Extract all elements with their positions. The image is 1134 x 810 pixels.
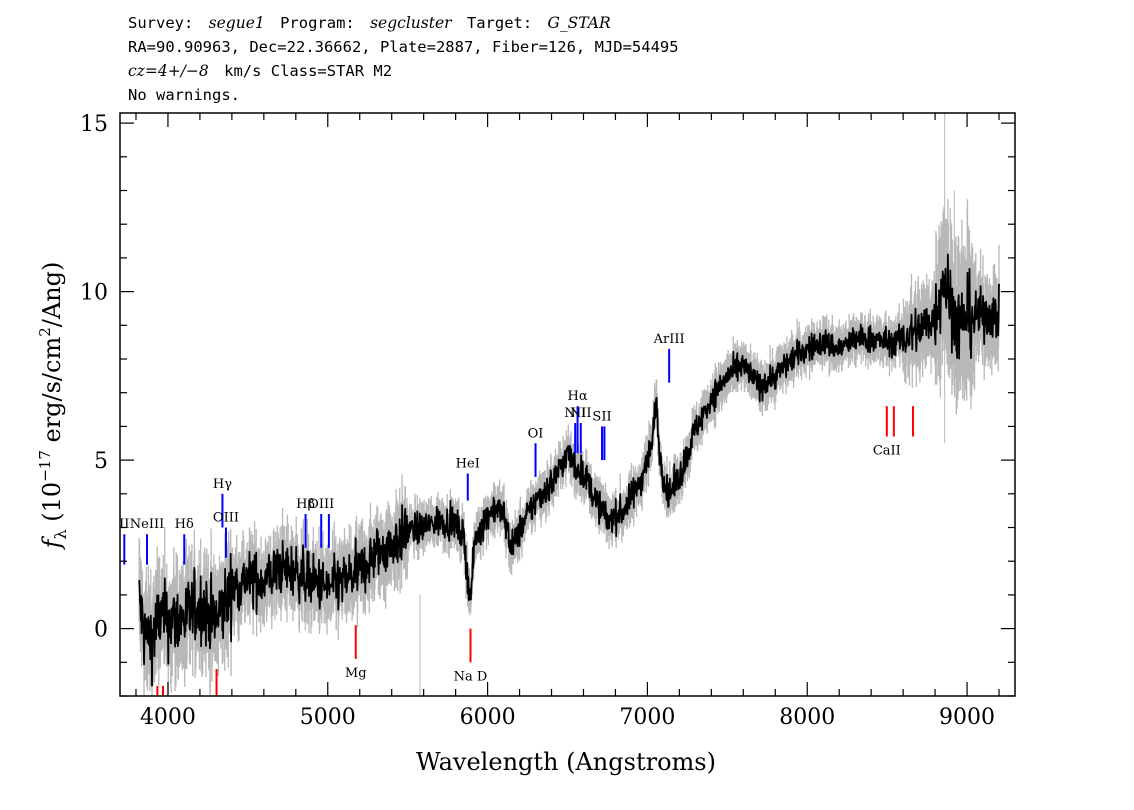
emission-line-label: NII [564, 406, 586, 421]
x-axis-title: Wavelength (Angstroms) [416, 748, 716, 776]
flux-series [138, 253, 1000, 687]
y-tick-label: 0 [94, 618, 108, 643]
emission-line-label: ArIII [653, 332, 685, 347]
program-label: Program: [280, 14, 355, 32]
svg-text:fλ (10−17 erg/s/cm2/Ang): fλ (10−17 erg/s/cm2/Ang) [36, 262, 70, 551]
emission-line-label: II [119, 517, 129, 532]
class-value: km/s Class=STAR M2 [224, 62, 392, 80]
emission-line-label: Hα [568, 389, 588, 404]
header-line-3: cz=4+/−8 km/s Class=STAR M2 [128, 62, 392, 80]
x-tick-label: 9000 [939, 705, 995, 730]
emission-line-label: SII [592, 409, 611, 424]
emission-line-label: HeI [456, 457, 480, 472]
survey-value: segue1 [209, 14, 265, 32]
emission-line-label: Hδ [175, 517, 194, 532]
y-tick-label: 5 [94, 449, 108, 474]
emission-line-label: Hβ [296, 497, 315, 512]
emission-line-label: OIII [308, 497, 334, 512]
target-label: Target: [467, 14, 532, 32]
emission-line-label: NeIII [130, 517, 164, 532]
cz-value: cz=4+/−8 [128, 62, 209, 80]
absorption-line-label: CaII [873, 444, 901, 459]
plot-frame [119, 112, 1016, 697]
header-line-2: RA=90.90963, Dec=22.36662, Plate=2887, F… [128, 38, 679, 56]
program-value: segcluster [370, 14, 453, 32]
x-tick-label: 4000 [140, 705, 196, 730]
y-axis-title: fλ (10−17 erg/s/cm2/Ang) [36, 262, 70, 551]
header-line-1: Survey: segue1 Program: segcluster Targe… [128, 14, 611, 32]
survey-label: Survey: [128, 14, 193, 32]
x-tick-label: 8000 [779, 705, 835, 730]
emission-line-label: NII [570, 406, 592, 421]
error-band [138, 113, 1000, 696]
y-tick-label: 15 [80, 112, 108, 137]
absorption-line-label: Mg [345, 666, 367, 681]
x-tick-label: 7000 [619, 705, 675, 730]
flux-line [138, 253, 1000, 687]
header-line-4: No warnings. [128, 86, 240, 104]
plot-axes: 4000 5000 6000 7000 8000 9000 0 5 10 15 [80, 112, 1016, 730]
absorption-line-label: Na D [454, 669, 488, 684]
y-tick-label: 10 [80, 281, 108, 306]
x-tick-label: 5000 [300, 705, 356, 730]
emission-line-label: OIII [213, 511, 239, 526]
x-tick-label: 6000 [460, 705, 516, 730]
emission-line-label: Hγ [213, 477, 232, 492]
spectrum-header: Survey: segue1 Program: segcluster Targe… [128, 14, 679, 104]
target-value: G_STAR [548, 14, 611, 32]
emission-line-label: OI [528, 426, 544, 441]
